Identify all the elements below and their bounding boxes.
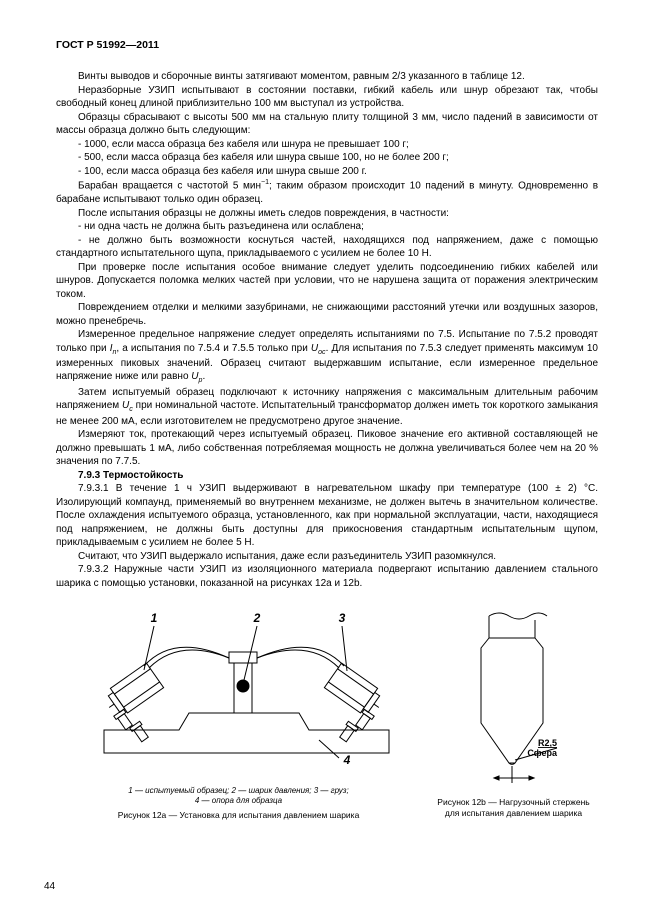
para: Винты выводов и сборочные винты затягива… <box>56 70 598 84</box>
para: 7.9.3.2 Наружные части УЗИП из изоляцион… <box>56 563 598 590</box>
svg-text:3: 3 <box>338 611 345 625</box>
figure-12b: R2,5 Сфера Рисунок 12b — Нагрузочный сте… <box>431 608 596 821</box>
para: - ни одна часть не должна быть разъедине… <box>56 220 598 234</box>
svg-text:Сфера: Сфера <box>527 748 558 758</box>
svg-text:1: 1 <box>150 611 157 625</box>
fig12a-legend: 1 — испытуемый образец; 2 — шарик давлен… <box>128 786 348 806</box>
para: Считают, что УЗИП выдержало испытания, д… <box>56 550 598 564</box>
fig12a-caption: Рисунок 12a — Установка для испытания да… <box>118 810 360 821</box>
para: Неразборные УЗИП испытывают в состоянии … <box>56 84 598 111</box>
para: 7.9.3 Термостойкость <box>56 469 598 483</box>
page-number: 44 <box>44 880 55 894</box>
para: Измеряют ток, протекающий через испытуем… <box>56 428 598 469</box>
para: - не должно быть возможности коснуться ч… <box>56 234 598 261</box>
fig12b-caption: Рисунок 12b — Нагрузочный стержень для и… <box>431 797 596 819</box>
svg-text:2: 2 <box>252 611 260 625</box>
svg-text:R2,5: R2,5 <box>537 738 556 748</box>
para: При проверке после испытания особое вним… <box>56 261 598 302</box>
figures-row: 1 2 3 4 1 — испытуемый образец; 2 — шари… <box>56 608 598 821</box>
svg-text:4: 4 <box>342 753 350 767</box>
para: 7.9.3.1 В течение 1 ч УЗИП выдерживают в… <box>56 482 598 550</box>
para: Измеренное предельное напряжение следует… <box>56 328 598 386</box>
para: - 1000, если масса образца без кабеля ил… <box>56 138 598 152</box>
body-text: Винты выводов и сборочные винты затягива… <box>56 70 598 590</box>
doc-header: ГОСТ Р 51992—2011 <box>56 38 598 52</box>
para: - 100, если масса образца без кабеля или… <box>56 165 598 179</box>
para: Барабан вращается с частотой 5 мин−1; та… <box>56 178 598 206</box>
para: Затем испытуемый образец подключают к ис… <box>56 386 598 428</box>
figure-12a: 1 2 3 4 1 — испытуемый образец; 2 — шари… <box>56 608 421 821</box>
para: Образцы сбрасывают с высоты 500 мм на ст… <box>56 111 598 138</box>
para: Повреждением отделки и мелкими зазубрина… <box>56 301 598 328</box>
para: После испытания образцы не должны иметь … <box>56 207 598 221</box>
para: - 500, если масса образца без кабеля или… <box>56 151 598 165</box>
